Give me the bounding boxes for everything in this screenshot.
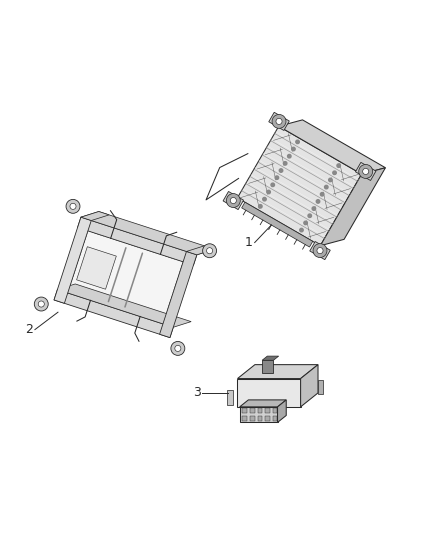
Circle shape	[283, 161, 287, 165]
Circle shape	[359, 165, 373, 179]
Polygon shape	[262, 356, 279, 360]
Polygon shape	[269, 112, 289, 131]
Circle shape	[321, 192, 324, 196]
Circle shape	[230, 198, 237, 204]
Circle shape	[271, 183, 275, 187]
Circle shape	[279, 169, 283, 172]
Polygon shape	[237, 365, 318, 378]
Polygon shape	[240, 400, 286, 407]
Polygon shape	[279, 120, 385, 174]
Polygon shape	[273, 408, 277, 413]
Circle shape	[70, 203, 76, 209]
Circle shape	[300, 228, 303, 232]
Polygon shape	[250, 408, 254, 413]
Circle shape	[328, 178, 332, 182]
Circle shape	[175, 345, 181, 351]
Polygon shape	[243, 416, 247, 421]
Circle shape	[337, 164, 340, 167]
Polygon shape	[54, 289, 173, 337]
Text: 2: 2	[25, 323, 33, 336]
Circle shape	[363, 168, 369, 174]
Circle shape	[267, 190, 270, 194]
Polygon shape	[226, 390, 233, 405]
Polygon shape	[258, 408, 262, 413]
Polygon shape	[81, 212, 215, 255]
Circle shape	[288, 155, 291, 158]
Polygon shape	[237, 126, 362, 246]
Polygon shape	[187, 246, 215, 255]
Polygon shape	[78, 217, 197, 265]
Polygon shape	[242, 202, 313, 247]
Polygon shape	[320, 168, 385, 246]
Polygon shape	[265, 416, 270, 421]
Circle shape	[275, 176, 279, 180]
Polygon shape	[300, 365, 318, 407]
Circle shape	[171, 342, 185, 356]
Polygon shape	[273, 416, 277, 421]
Polygon shape	[77, 247, 117, 289]
Circle shape	[313, 244, 327, 257]
Circle shape	[66, 199, 80, 213]
Polygon shape	[243, 408, 247, 413]
Circle shape	[272, 115, 286, 128]
Polygon shape	[318, 380, 323, 394]
Polygon shape	[54, 217, 91, 303]
Circle shape	[276, 118, 282, 124]
Circle shape	[333, 171, 336, 174]
Polygon shape	[68, 231, 183, 324]
Polygon shape	[356, 163, 376, 181]
Circle shape	[38, 301, 44, 307]
Circle shape	[34, 297, 48, 311]
Circle shape	[207, 248, 212, 254]
Circle shape	[258, 205, 262, 208]
Polygon shape	[57, 284, 191, 327]
Polygon shape	[237, 378, 300, 407]
Circle shape	[263, 197, 266, 201]
Circle shape	[226, 193, 240, 207]
Polygon shape	[240, 407, 278, 423]
Polygon shape	[81, 212, 109, 221]
Polygon shape	[310, 241, 330, 260]
Circle shape	[316, 200, 320, 203]
Polygon shape	[159, 252, 197, 337]
Circle shape	[292, 147, 295, 151]
Circle shape	[296, 140, 299, 143]
Circle shape	[312, 207, 316, 211]
Circle shape	[317, 247, 323, 254]
Polygon shape	[258, 416, 262, 421]
Text: 3: 3	[193, 386, 201, 399]
Polygon shape	[223, 191, 244, 209]
Circle shape	[304, 221, 307, 225]
Circle shape	[308, 214, 311, 217]
Circle shape	[325, 185, 328, 189]
Circle shape	[203, 244, 216, 257]
Polygon shape	[278, 400, 286, 423]
Text: 1: 1	[245, 236, 253, 249]
Polygon shape	[262, 360, 273, 373]
Polygon shape	[265, 408, 270, 413]
Polygon shape	[250, 416, 254, 421]
